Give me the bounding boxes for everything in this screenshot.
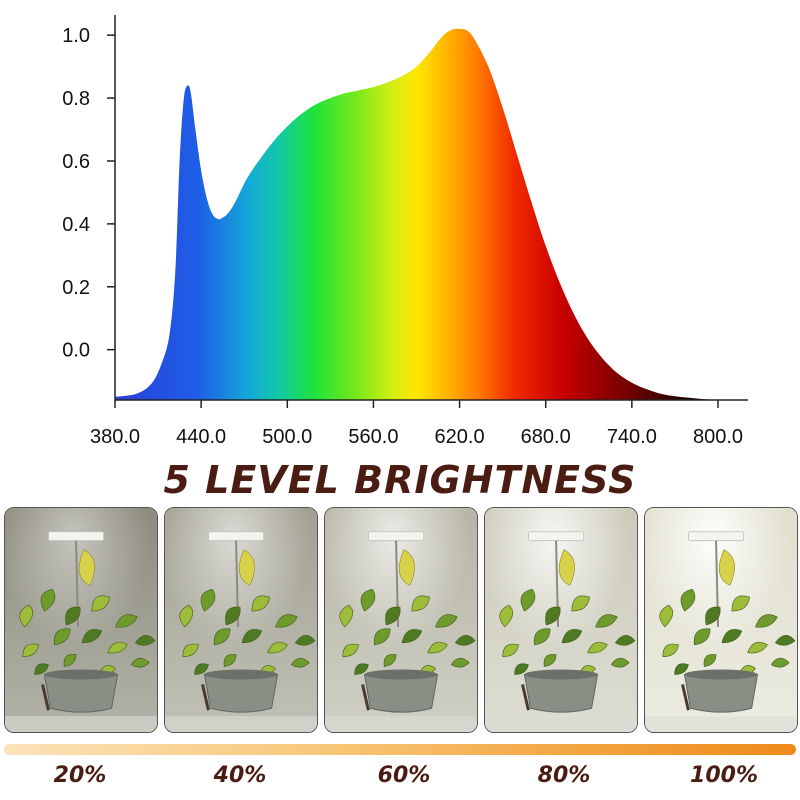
brightness-panel	[324, 507, 478, 733]
y-tick-label: 0.4	[62, 214, 90, 236]
x-tick-label: 500.0	[262, 426, 312, 448]
x-tick-label: 560.0	[348, 426, 398, 448]
x-tick-label: 440.0	[176, 426, 226, 448]
brightness-panels	[0, 507, 800, 735]
brightness-label: 100%	[690, 763, 758, 788]
brightness-label: 20%	[53, 763, 107, 788]
spectrum-chart: 380.0 440.0 500.0 560.0 620.0 680.0 740.0 800.0…	[62, 15, 748, 448]
x-tick-label: 380.0	[90, 426, 140, 448]
x-tick-group: 380.0 440.0 500.0 560.0 620.0 680.0 740.0 800.0	[90, 400, 743, 448]
x-tick-label: 620.0	[435, 426, 485, 448]
brightness-panel	[484, 507, 638, 733]
y-tick-label: 0.6	[62, 151, 90, 173]
y-tick-label: 0.2	[62, 277, 90, 299]
brightness-label: 80%	[537, 763, 591, 788]
brightness-gradient-bar	[4, 744, 796, 755]
x-tick-label: 800.0	[693, 426, 743, 448]
brightness-panel	[4, 507, 158, 733]
brightness-panel	[164, 507, 318, 733]
y-tick-group: 0.0 0.2 0.4 0.6 0.8 1.0	[62, 25, 115, 362]
y-tick-label: 0.0	[62, 340, 90, 362]
brightness-label: 60%	[377, 763, 431, 788]
brightness-panel	[644, 507, 798, 733]
brightness-headline: 5 LEVEL BRIGHTNESS	[163, 458, 637, 502]
brightness-label: 40%	[213, 763, 267, 788]
y-tick-label: 0.8	[62, 88, 90, 110]
spectrum-area	[115, 28, 718, 401]
x-tick-label: 680.0	[521, 426, 571, 448]
x-tick-label: 740.0	[607, 426, 657, 448]
y-tick-label: 1.0	[62, 25, 90, 47]
